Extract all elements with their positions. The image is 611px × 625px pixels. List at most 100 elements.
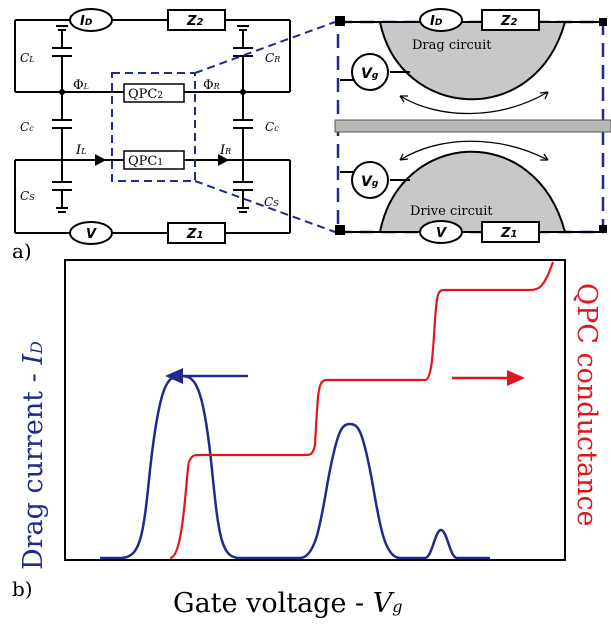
svg-text:Vg: Vg [361,66,379,82]
zoom-inset [334,16,611,235]
drive-circuit-barrier [378,150,567,233]
ir-label: I [219,143,226,158]
cs-right-label: C [264,195,273,209]
node-right-top [240,89,246,95]
zoom-z1-sub: 1 [510,229,517,240]
drive-motion-arrow-icon [399,140,549,161]
cc-right-sub: c [274,124,279,133]
phi-r-sub: R [213,82,220,91]
phi-l-label: Φ [73,78,84,93]
id-sub: D [85,18,93,28]
cc-right-label: C [265,120,274,134]
svg-text:Z1: Z1 [500,226,517,241]
svg-text:Vg: Vg [361,174,379,190]
left-axis-sub: D [27,341,46,355]
svg-text:QPC1: QPC1 [128,154,163,169]
svg-text:CR: CR [265,51,280,65]
vg-top-source-icon [351,53,389,91]
cs-left-label: C [20,189,29,203]
svg-text:ID: ID [430,14,443,29]
z1-sub: 1 [196,230,203,241]
drive-circuit-label: Drive circuit [410,204,493,219]
svg-text:Cc: Cc [265,120,279,134]
cl-sub: L [28,55,34,64]
zoom-z1-impedance [481,221,540,243]
phi-r-label: Φ [203,78,214,93]
cc-left-label: C [20,120,29,134]
svg-text:Cc: Cc [20,120,34,134]
zoom-id-source-icon [419,8,463,32]
svg-text:IR: IR [219,143,231,158]
plot-frame [64,259,566,561]
id-symbol: I [80,14,85,29]
panel-a-label: a) [12,239,32,263]
panel-b-label: b) [12,577,33,601]
z2-sub: 2 [196,17,203,28]
zoom-connector-top [194,21,336,74]
svg-text:CL: CL [20,51,35,65]
z1-impedance [167,222,226,244]
drag-current-curve [100,374,490,560]
qpc1-sub: 1 [157,158,163,168]
il-label: I [75,143,82,158]
drag-circuit-label: Drag circuit [412,38,492,53]
z1-symbol: Z [186,227,197,242]
phi-l-sub: L [83,82,89,91]
svg-text:ΦL: ΦL [73,78,89,93]
zoom-z1-symbol: Z [500,226,511,241]
z2-impedance [167,9,226,31]
arrow-il-icon [95,154,106,166]
svg-text:Z1: Z1 [186,227,203,242]
qpc2-box [123,83,185,103]
vg-top-symbol: V [361,66,373,82]
node-left-top [59,89,65,95]
zoom-z2-impedance [481,9,540,31]
arrow-ir-icon [218,154,229,166]
zoom-voltage-symbol: V [436,226,447,241]
cl-label: C [20,51,29,65]
qpc1-label: QPC [128,154,157,169]
vg-bottom-source-icon [351,161,389,199]
voltage-symbol: V [86,227,97,242]
svg-text:ΦR: ΦR [203,78,220,93]
vg-top-sub: g [372,71,379,81]
cr-label: C [265,51,274,65]
qpc2-sub: 2 [157,91,163,101]
zoom-id-sub: D [435,18,443,28]
qpc-selection-outline [111,72,196,182]
il-sub: L [80,147,86,156]
svg-text:Z2: Z2 [500,14,517,29]
x-axis-symbol: V [373,588,395,619]
cc-left-sub: c [29,124,34,133]
ir-sub: R [224,147,231,156]
svg-text:Drag current - ID: Drag current - ID [18,341,49,570]
left-axis-symbol: I [18,353,49,366]
drag-circuit-barrier [378,21,567,101]
right-axis-label: QPC conductance [571,283,602,527]
x-axis-sub: g [392,597,402,616]
zoom-z2-sub: 2 [510,17,517,28]
vg-bottom-sub: g [372,179,379,189]
svg-text:CS: CS [20,189,35,203]
left-axis-label: Drag current - [18,365,49,570]
voltage-source-icon [69,221,113,245]
zoom-voltage-source-icon [419,220,463,244]
zoom-id-symbol: I [430,14,435,29]
svg-text:Z2: Z2 [186,14,203,29]
svg-text:CS: CS [264,195,279,209]
cs-right-sub: S [273,199,279,208]
id-source-icon [69,8,113,32]
qpc-conductance-curve [169,261,555,560]
conductance-axis-arrow-icon [507,370,525,386]
cr-sub: R [273,55,280,64]
svg-text:ID: ID [80,14,93,29]
x-axis-label: Gate voltage - [173,588,373,619]
svg-text:QPC2: QPC2 [128,87,163,102]
gate-separator-bar [334,119,611,133]
z2-symbol: Z [186,14,197,29]
cs-left-sub: S [29,193,35,202]
vg-bottom-symbol: V [361,174,373,190]
svg-text:IL: IL [75,143,86,158]
svg-text:Gate voltage - Vg: Gate voltage - Vg [173,588,402,619]
